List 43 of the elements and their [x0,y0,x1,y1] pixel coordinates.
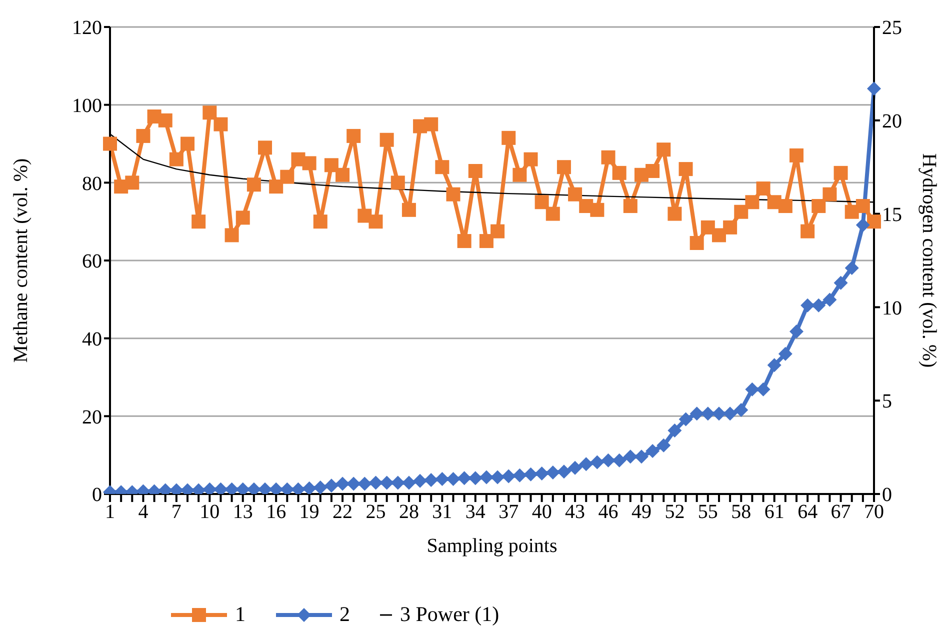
y2-tick-label: 5 [882,390,892,413]
x-tick-label: 25 [366,501,386,524]
x-tick-label: 1 [105,501,115,524]
x-tick-label: 43 [565,501,586,524]
x-tick-label: 19 [299,501,320,524]
y2-tick-label: 20 [882,110,902,132]
x-tick-label: 64 [798,501,818,524]
x-tick-label: 10 [200,501,220,524]
x-tick-label: 31 [432,501,452,524]
x-tick-label: 58 [731,501,752,524]
x-tick-label: 52 [664,501,685,524]
y2-tick-label: 10 [882,297,902,320]
legend-label: 2 [338,602,350,627]
y-tick-label: 0 [92,484,102,506]
x-axis-title: Sampling points [426,535,558,558]
x-tick-label: 28 [398,501,419,524]
y-tick-label: 100 [72,94,102,117]
x-tick-label: 46 [598,501,618,524]
y-tick-label: 20 [82,406,102,428]
x-tick-label: 61 [764,501,784,524]
y2-tick-label: 25 [882,17,902,40]
x-tick-label: 34 [465,501,486,524]
x-tick-label: 55 [698,501,718,524]
x-tick-label: 67 [830,501,851,524]
y-tick-label: 40 [82,328,102,350]
x-tick-label: 40 [532,501,552,524]
y2-axis-title: Hydrogen content (vol. %) [918,153,940,368]
y-tick-label: 80 [82,172,102,195]
legend-label: 1 [234,602,246,627]
x-tick-label: 4 [138,501,148,524]
x-tick-label: 70 [864,501,884,524]
x-tick-label: 49 [631,501,652,524]
x-tick-label: 37 [498,501,519,524]
y-tick-label: 120 [72,17,102,40]
x-tick-label: 13 [232,501,253,524]
x-tick-label: 7 [171,501,182,524]
y2-tick-label: 0 [882,484,892,506]
y-tick-label: 60 [82,250,102,273]
y-axis-title: Methane content (vol. %) [10,158,32,363]
legend-label: 3 Power (1) [399,602,500,627]
x-tick-label: 22 [332,501,353,524]
y2-tick-label: 15 [882,204,902,226]
x-tick-label: 16 [266,501,286,524]
